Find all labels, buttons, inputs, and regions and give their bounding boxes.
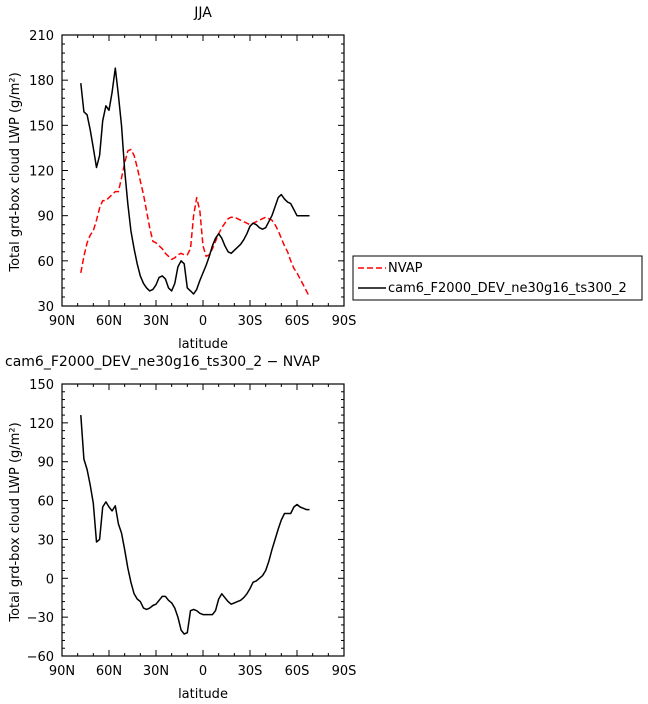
x-tick-label: 60N (96, 664, 122, 679)
x-tick-label: 60S (285, 664, 310, 679)
series-line-cam6-f2000-dev-ne30g16-ts300-2 (80, 67, 310, 295)
x-tick-label: 60N (96, 314, 122, 329)
difference-chart: cam6_F2000_DEV_ne30g16_ts300_2 − NVAP To… (5, 354, 356, 702)
x-tick-label: 90S (332, 664, 357, 679)
y-tick-label: 90 (37, 210, 54, 225)
x-tick-label: 90N (49, 664, 75, 679)
series-line-0 (80, 415, 310, 635)
x-tick-label: 30S (238, 314, 263, 329)
y-tick-label: 120 (29, 417, 54, 432)
y-tick-label: 0 (46, 572, 54, 587)
chart-title: cam6_F2000_DEV_ne30g16_ts300_2 − NVAP (5, 354, 320, 370)
y-tick-label: 210 (29, 29, 54, 44)
y-tick-label: 150 (29, 119, 54, 134)
plot-frame (61, 34, 345, 307)
y-axis-label: Total grd-box cloud LWP (g/m²) (8, 72, 23, 272)
x-axis-label: latitude (178, 687, 228, 702)
y-tick-label: 90 (37, 456, 54, 471)
x-tick-label: 60S (285, 314, 310, 329)
y-tick-label: 60 (37, 495, 54, 510)
x-tick-label: 0 (199, 664, 207, 679)
y-tick-label: −30 (27, 611, 54, 626)
legend-box (352, 255, 643, 301)
y-tick-label: −60 (27, 650, 54, 665)
chart-title: JJA (193, 5, 212, 21)
y-tick-label: 150 (29, 378, 54, 393)
x-tick-label: 90N (49, 314, 75, 329)
legend-label-model: cam6_F2000_DEV_ne30g16_ts300_2 (388, 281, 627, 296)
x-tick-label: 30S (238, 664, 263, 679)
y-tick-label: 120 (29, 165, 54, 180)
y-tick-label: 30 (37, 533, 54, 548)
chart-plot-area: 90N 60N 30N 0 30S 60S 90S −60 −30 0 30 60 90 120 150 (27, 378, 357, 679)
x-axis-label: latitude (178, 337, 228, 352)
x-tick-label: 30N (143, 664, 169, 679)
y-tick-label: 180 (29, 74, 54, 89)
chart-plot-area: 90N 60N 30N 0 30S 60S 90S 30 60 90 120 150 180 210 (29, 29, 356, 329)
legend: NVAP cam6_F2000_DEV_ne30g16_ts300_2 (352, 255, 643, 301)
y-tick-label: 60 (37, 255, 54, 270)
x-tick-label: 30N (143, 314, 169, 329)
x-tick-label: 0 (199, 314, 207, 329)
y-tick-label: 30 (37, 300, 54, 315)
series-line-nvap (80, 148, 311, 298)
y-axis-label: Total grd-box cloud LWP (g/m²) (8, 422, 23, 622)
legend-label-nvap: NVAP (388, 261, 423, 276)
x-tick-label: 90S (332, 314, 357, 329)
lwp-chart: JJA Total grd-box cloud LWP (g/m²) latit… (8, 5, 643, 352)
